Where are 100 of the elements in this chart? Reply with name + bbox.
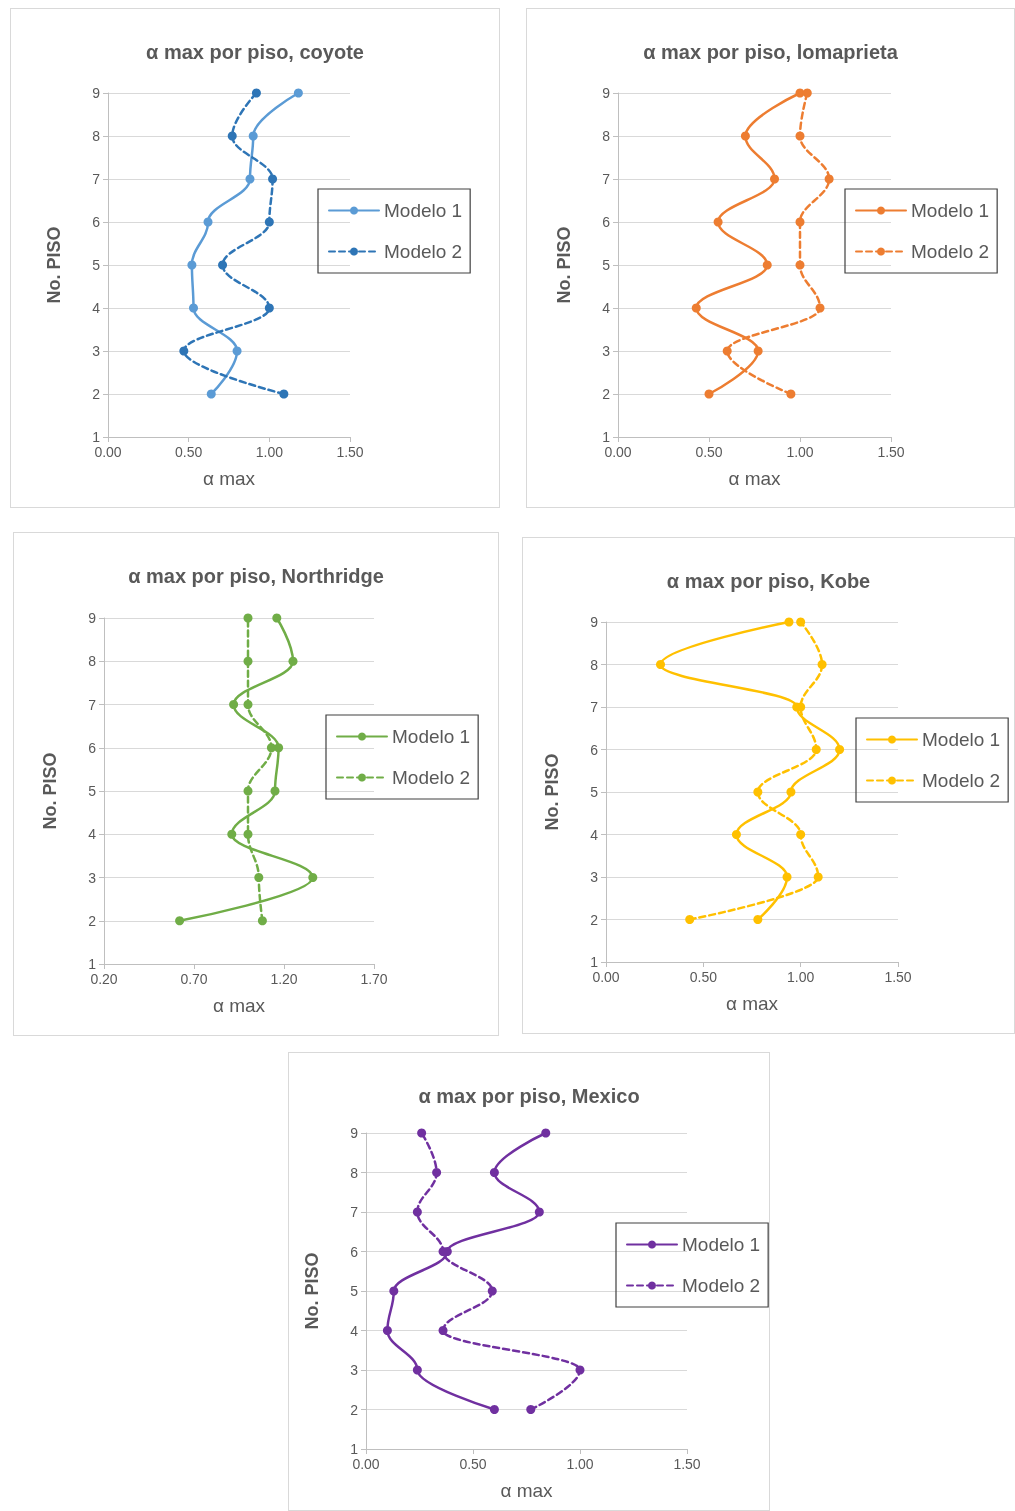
point	[795, 260, 805, 270]
y-tick-label: 9	[590, 614, 599, 630]
point	[254, 873, 264, 882]
y-tick-label: 1	[88, 956, 97, 972]
point	[656, 660, 666, 669]
point	[189, 303, 199, 313]
y-tick-label: 4	[92, 300, 101, 316]
y-tick-label: 4	[350, 1322, 359, 1339]
point	[288, 656, 298, 666]
y-tick-label: 7	[590, 699, 599, 715]
point	[713, 217, 723, 227]
x-tick-label: 0.70	[180, 971, 208, 987]
legend-label: Modelo 1	[922, 729, 1001, 750]
x-tick-label: 0.00	[604, 444, 632, 460]
point	[802, 88, 812, 98]
y-tick-label: 1	[602, 429, 611, 445]
y-tick-label: 1	[92, 429, 101, 445]
point	[274, 743, 284, 753]
point	[811, 745, 821, 754]
point	[813, 872, 823, 882]
legend-label: Modelo 2	[392, 767, 471, 788]
y-tick-label: 1	[350, 1441, 359, 1457]
y-tick-label: 7	[92, 171, 101, 187]
y-tick-label: 3	[92, 343, 101, 359]
point	[187, 260, 197, 270]
point	[753, 787, 763, 797]
y-tick-label: 2	[92, 386, 101, 402]
point	[243, 786, 253, 796]
y-tick-label: 5	[350, 1283, 359, 1299]
x-tick-label: 1.00	[255, 444, 284, 460]
legend-label: Modelo 1	[384, 200, 463, 221]
y-tick-label: 7	[88, 696, 97, 713]
y-tick-label: 3	[88, 869, 97, 886]
y-axis-title: No. PISO	[40, 752, 60, 830]
y-tick-label: 7	[350, 1204, 359, 1220]
legend-label: Modelo 2	[682, 1275, 761, 1296]
y-tick-label: 5	[92, 257, 101, 273]
y-tick-label: 8	[350, 1164, 359, 1181]
point	[243, 656, 253, 666]
point	[796, 830, 806, 839]
point	[795, 131, 805, 141]
point	[753, 915, 763, 924]
y-tick-label: 9	[602, 85, 611, 101]
y-axis-title: No. PISO	[44, 226, 64, 304]
point	[526, 1405, 536, 1414]
y-axis-title: No. PISO	[554, 226, 574, 304]
chart-title: α max por piso, Northridge	[128, 565, 384, 587]
x-tick-label: 1.00	[566, 1456, 594, 1472]
x-axis-title: α max	[500, 1480, 554, 1501]
y-tick-label: 3	[350, 1362, 359, 1378]
point	[795, 217, 805, 227]
y-tick-label: 5	[88, 783, 97, 799]
point	[704, 389, 714, 399]
x-tick-label: 1.50	[884, 969, 912, 985]
x-tick-label: 0.00	[592, 969, 620, 985]
point	[308, 873, 318, 882]
x-tick-label: 0.50	[175, 444, 203, 460]
point	[487, 1286, 497, 1296]
point	[218, 260, 228, 270]
point	[824, 174, 834, 184]
point	[722, 346, 732, 356]
y-tick-label: 6	[590, 741, 599, 758]
chart-title: α max por piso, Kobe	[666, 570, 871, 592]
point	[438, 1326, 448, 1335]
legend-label: Modelo 1	[682, 1234, 761, 1255]
point	[266, 743, 276, 753]
y-tick-label: 3	[602, 343, 611, 359]
legend-label: Modelo 2	[384, 241, 463, 262]
y-tick-label: 5	[590, 784, 599, 800]
x-tick-label: 1.00	[787, 969, 815, 985]
y-tick-label: 6	[88, 739, 97, 756]
point	[227, 131, 237, 141]
y-tick-label: 2	[590, 911, 599, 928]
point	[270, 786, 280, 796]
x-tick-label: 1.00	[786, 444, 814, 460]
y-tick-label: 9	[88, 610, 97, 626]
point	[534, 1207, 544, 1217]
point	[248, 131, 258, 141]
point	[243, 700, 253, 709]
y-tick-label: 7	[602, 171, 611, 187]
point	[257, 916, 267, 926]
point	[389, 1286, 399, 1296]
point	[685, 915, 695, 924]
y-tick-label: 3	[590, 869, 599, 885]
point	[264, 217, 274, 227]
point	[203, 217, 213, 227]
y-tick-label: 6	[350, 1243, 359, 1260]
point	[782, 872, 792, 882]
legend-label: Modelo 1	[911, 200, 990, 221]
x-tick-label: 1.70	[360, 971, 388, 987]
x-axis-title: α max	[212, 995, 266, 1016]
point	[251, 88, 261, 98]
chart-title: α max por piso, coyote	[146, 41, 364, 63]
chart-title: α max por piso, lomaprieta	[643, 41, 899, 63]
point	[575, 1365, 585, 1375]
x-tick-label: 0.20	[90, 971, 118, 987]
x-tick-label: 0.50	[459, 1456, 487, 1472]
x-tick-label: 0.00	[352, 1456, 380, 1472]
point	[272, 613, 282, 623]
point	[489, 1405, 499, 1414]
